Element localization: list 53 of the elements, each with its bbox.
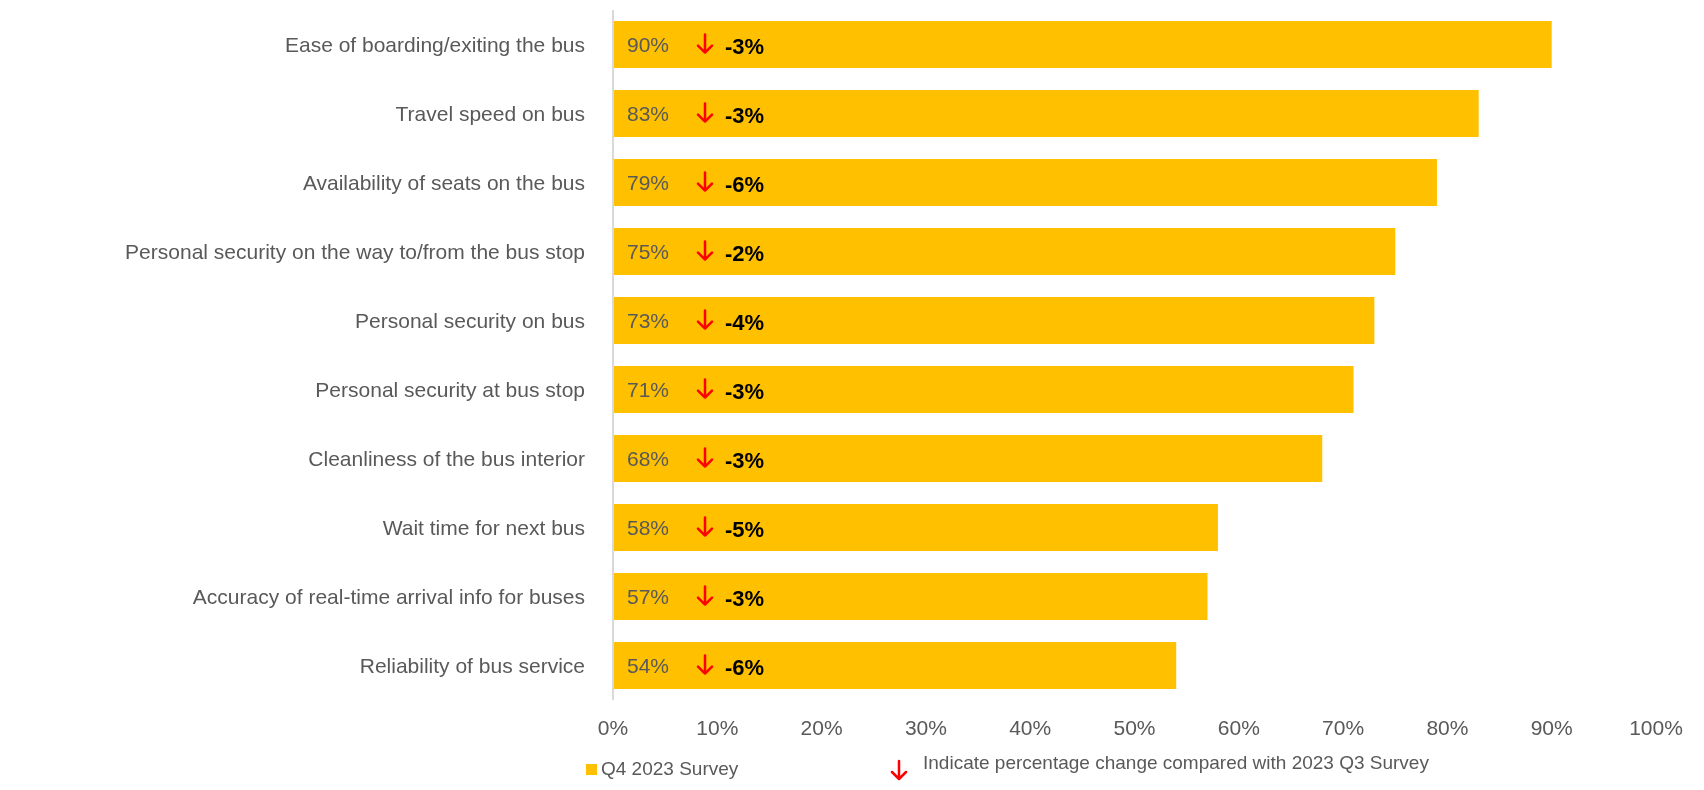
data-label: 58%	[627, 516, 670, 540]
annotation: -4%	[725, 310, 765, 336]
bar	[613, 159, 1437, 207]
x-tick-label: 60%	[1217, 715, 1260, 739]
annotation: -6%	[725, 655, 765, 681]
annotation: -3%	[725, 379, 765, 405]
y-tick-label: Travel speed on bus	[395, 101, 585, 125]
data-label: 90%	[627, 33, 670, 57]
data-label: 57%	[627, 585, 670, 609]
x-tick-label: 20%	[800, 715, 843, 739]
bar	[613, 21, 1552, 69]
bar	[613, 435, 1323, 483]
bar	[613, 90, 1479, 138]
x-tick-label: 80%	[1426, 715, 1469, 739]
y-tick-label: Wait time for next bus	[382, 515, 585, 539]
annotation: -3%	[725, 586, 765, 612]
bar	[613, 228, 1396, 276]
x-tick-label: 40%	[1009, 715, 1052, 739]
x-tick-label: 30%	[904, 715, 947, 739]
x-tick-label: 50%	[1113, 715, 1156, 739]
y-tick-label: Personal security on bus	[355, 308, 585, 332]
bar	[613, 366, 1354, 414]
annotation: -3%	[725, 34, 765, 60]
annotation: -5%	[725, 517, 765, 543]
text: Indicate percentage change compared with 2023 Q3 Survey	[923, 752, 1429, 774]
legend-label: Q4 2023 Survey	[601, 758, 739, 779]
annotation: -6%	[725, 172, 765, 198]
data-label: 71%	[627, 378, 670, 402]
bar	[613, 642, 1177, 690]
y-tick-label: Personal security on the way to/from the bus stop	[125, 239, 585, 263]
bar	[613, 504, 1218, 552]
x-tick-label: 0%	[597, 715, 629, 739]
data-label: 73%	[627, 309, 670, 333]
annotation: -2%	[725, 241, 765, 267]
x-tick-label: 70%	[1322, 715, 1365, 739]
y-tick-label: Personal security at bus stop	[315, 377, 585, 401]
data-label: 75%	[627, 240, 670, 264]
x-tick-label: 90%	[1530, 715, 1573, 739]
data-label: 79%	[627, 171, 670, 195]
y-tick-label: Accuracy of real-time arrival info for buses	[192, 584, 585, 608]
bar	[613, 573, 1208, 621]
bar	[613, 297, 1375, 345]
x-tick-label: 100%	[1629, 715, 1683, 739]
data-label: 54%	[627, 654, 670, 678]
data-label: 68%	[627, 447, 670, 471]
y-tick-label: Availability of seats on the bus	[302, 170, 585, 194]
y-tick-label: Reliability of bus service	[359, 653, 585, 677]
y-tick-label: Cleanliness of the bus interior	[308, 446, 585, 470]
annotation: -3%	[725, 448, 765, 474]
annotation: -3%	[725, 103, 765, 129]
y-tick-label: Ease of boarding/exiting the bus	[284, 32, 585, 56]
data-label: 83%	[627, 102, 670, 126]
x-tick-label: 10%	[696, 715, 739, 739]
